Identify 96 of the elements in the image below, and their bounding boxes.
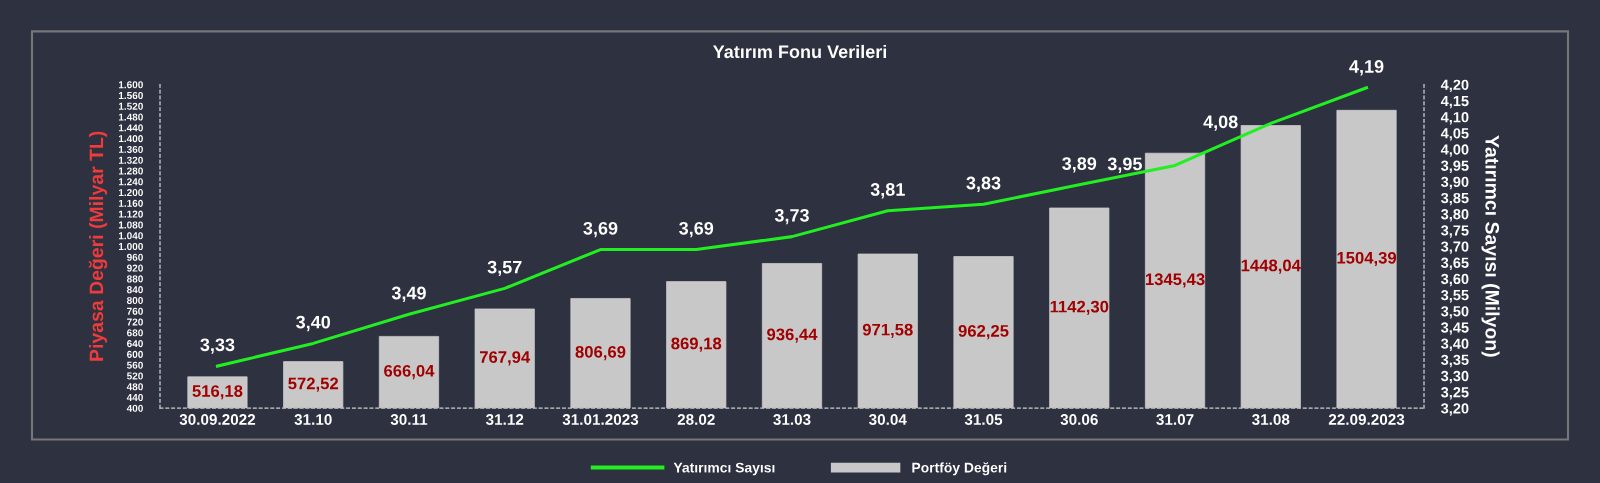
data-label: 3,89	[1062, 157, 1097, 173]
legend-label: Portföy Değeri	[912, 462, 1007, 476]
y2-tick-label: 3,30	[1441, 370, 1469, 384]
data-label: 3,69	[679, 221, 714, 238]
y-tick-label: 1.400	[118, 135, 143, 143]
data-label: 3,95	[1107, 157, 1142, 173]
chart-title: Yatırım Fonu Verileri	[713, 44, 887, 59]
y2-tick-label: 4,10	[1440, 111, 1469, 125]
y-tick-label: 1.320	[118, 156, 143, 164]
y-tick-label: 1.120	[118, 210, 143, 218]
x-tick-label: 30.09.2022	[179, 414, 256, 425]
data-label: 1345,43	[1145, 273, 1205, 288]
data-label: 516,18	[192, 385, 243, 400]
data-label: 936,44	[767, 328, 818, 343]
y-tick-label: 1.520	[118, 102, 143, 110]
data-label: 3,81	[870, 183, 905, 199]
y2-tick-label: 4,20	[1440, 79, 1469, 93]
y2-tick-label: 3,60	[1441, 273, 1469, 287]
data-label: 3,33	[200, 338, 235, 354]
data-label: 4,19	[1349, 60, 1384, 76]
y-tick-label: 1.200	[118, 189, 143, 197]
y2-tick-label: 3,55	[1441, 289, 1469, 303]
data-label: 3,83	[966, 176, 1001, 192]
y-tick-label: 560	[126, 361, 143, 369]
y-tick-label: 920	[127, 264, 143, 272]
y2-tick-label: 3,75	[1441, 225, 1469, 238]
data-label: 971,58	[862, 323, 913, 338]
y2-tick-label: 4,00	[1440, 144, 1469, 157]
y-tick-label: 600	[127, 350, 143, 358]
data-label: 1448,04	[1241, 259, 1301, 274]
y2-tick-label: 3,45	[1441, 322, 1469, 335]
y2-tick-label: 3,25	[1441, 387, 1469, 400]
y-tick-label: 1.280	[118, 167, 143, 175]
data-label: 4,08	[1203, 115, 1238, 131]
y-tick-label: 960	[127, 253, 143, 261]
y-tick-label: 840	[126, 286, 143, 294]
y2-tick-label: 3,90	[1441, 176, 1469, 190]
data-label: 806,69	[575, 345, 626, 361]
y2-tick-label: 4,05	[1440, 128, 1469, 141]
y-tick-label: 1.600	[118, 81, 143, 89]
y-tick-label: 1.080	[118, 221, 143, 229]
y2-tick-label: 3,65	[1441, 257, 1469, 271]
y-tick-label: 760	[127, 307, 143, 315]
y-axis-title: Piyasa Değeri (Milyar TL)	[88, 131, 108, 361]
y-tick-label: 1.480	[118, 113, 143, 121]
y2-tick-label: 3,20	[1441, 403, 1469, 416]
x-tick-label: 31.01.2023	[562, 414, 639, 425]
y-tick-label: 640	[127, 340, 143, 348]
y-tick-label: 720	[127, 318, 143, 326]
y2-tick-label: 3,85	[1441, 192, 1469, 206]
x-tick-label: 31.05	[964, 414, 1003, 425]
y2-axis-title: Yatırımcı Sayısı (Milyon)	[1481, 135, 1500, 357]
y-tick-label: 680	[127, 329, 143, 337]
y2-tick-label: 3,70	[1441, 241, 1469, 254]
data-label: 962,25	[958, 324, 1009, 340]
data-label: 572,52	[288, 377, 339, 392]
y2-tick-label: 3,40	[1441, 338, 1469, 351]
x-tick-label: 30.06	[1060, 414, 1098, 425]
y-tick-label: 1.560	[118, 91, 143, 100]
data-label: 1504,39	[1337, 251, 1397, 267]
y-tick-label: 520	[126, 372, 143, 380]
x-tick-label: 31.10	[294, 414, 332, 425]
y2-tick-label: 3,95	[1441, 160, 1469, 173]
x-tick-label: 31.07	[1156, 414, 1194, 425]
x-tick-label: 30.04	[868, 414, 907, 425]
y-tick-label: 1.440	[118, 124, 143, 132]
y2-tick-label: 3,50	[1441, 306, 1469, 319]
y-tick-label: 440	[126, 393, 143, 402]
data-label: 3,69	[583, 221, 618, 238]
data-label: 3,57	[487, 260, 522, 277]
y-tick-label: 1.160	[118, 199, 143, 207]
y-tick-label: 480	[126, 383, 143, 391]
data-label: 3,49	[391, 286, 426, 303]
y2-tick-label: 3,35	[1441, 354, 1469, 368]
y-tick-label: 800	[126, 296, 143, 304]
y-tick-label: 1.360	[118, 145, 143, 153]
x-tick-label: 30.11	[390, 414, 428, 425]
x-tick-label: 28.02	[677, 414, 715, 425]
y-tick-label: 880	[126, 275, 143, 283]
y-tick-label: 1.040	[118, 232, 143, 240]
data-label: 767,94	[479, 351, 531, 366]
x-tick-label: 31.08	[1252, 414, 1290, 425]
x-tick-label: 22.09.2023	[1328, 414, 1405, 425]
y-tick-label: 1.000	[118, 242, 143, 251]
y2-tick-label: 3,80	[1441, 209, 1469, 222]
legend-label: Yatırımcı Sayısı	[673, 462, 775, 476]
data-label: 3,40	[296, 315, 331, 332]
data-label: 869,18	[671, 337, 722, 352]
x-tick-label: 31.03	[773, 414, 811, 425]
data-label: 3,73	[774, 208, 809, 225]
data-label: 1142,30	[1050, 300, 1109, 315]
data-label: 666,04	[384, 364, 435, 380]
y-tick-label: 400	[126, 404, 143, 412]
x-tick-label: 31.12	[485, 414, 524, 425]
y2-tick-label: 4,15	[1440, 95, 1469, 109]
y-tick-label: 1.240	[118, 178, 143, 186]
